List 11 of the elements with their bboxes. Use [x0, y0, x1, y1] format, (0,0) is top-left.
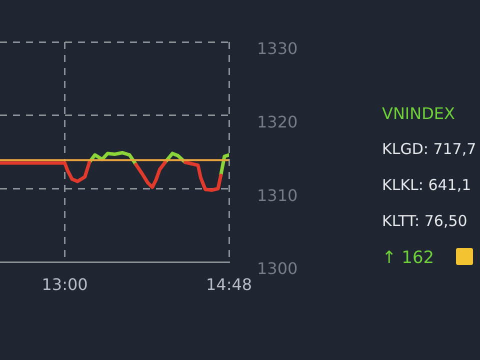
y-tick-label: 1330: [257, 39, 298, 58]
y-tick-label: 1320: [257, 112, 298, 132]
text: KLTT: 76,50: [382, 212, 468, 230]
text: VNINDEX: [382, 104, 455, 123]
text: ↑ 162: [382, 248, 434, 268]
y-tick-label: 1300: [257, 259, 298, 278]
text: KLGD: 717,7: [382, 140, 476, 158]
x-tick-label: 13:00: [42, 274, 88, 294]
y-tick-label: 1310: [257, 186, 298, 205]
x-tick-label: 14:48: [206, 274, 252, 294]
text: KLKL: 641,1: [382, 176, 472, 194]
